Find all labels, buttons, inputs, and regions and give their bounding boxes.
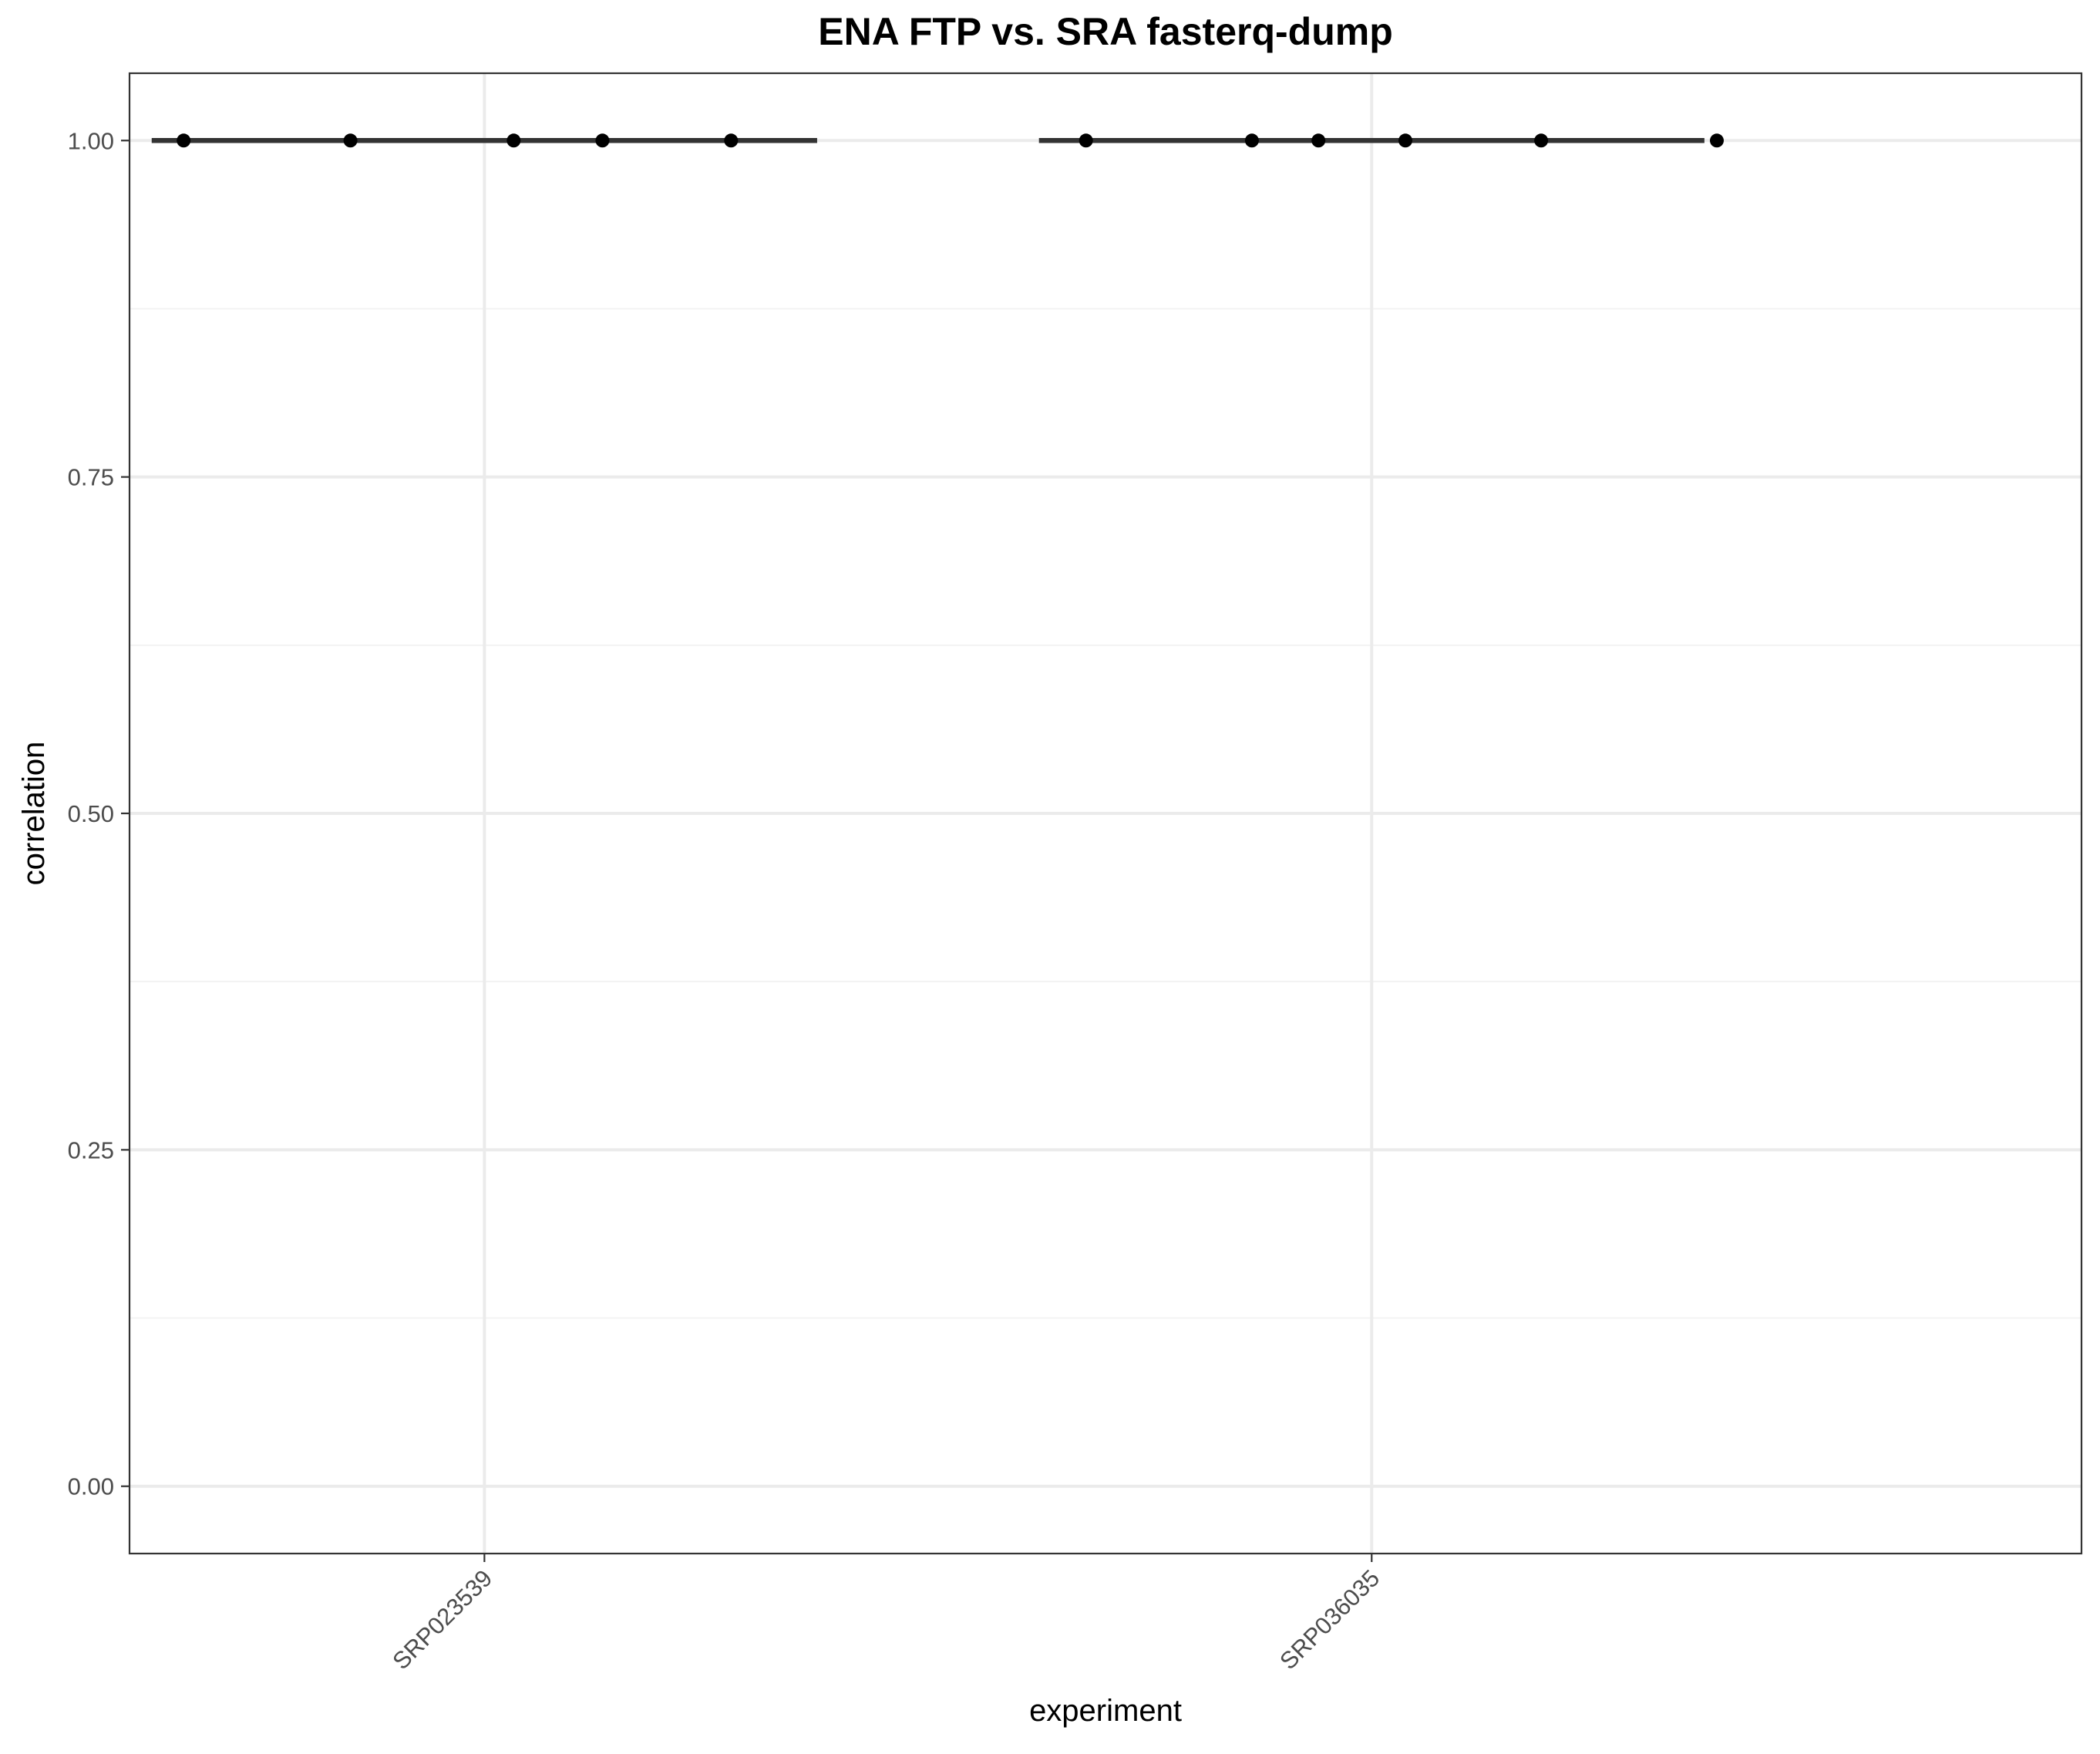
chart-title: ENA FTP vs. SRA fasterq-dump [818,10,1392,53]
y-tick-label: 0.00 [68,1473,114,1500]
data-point [1079,133,1093,148]
y-tick-label: 1.00 [68,127,114,154]
data-point [1534,133,1549,148]
data-point [1311,133,1326,148]
data-points [177,133,1724,148]
data-point [1398,133,1413,148]
data-point [1709,133,1724,148]
data-point [177,133,191,148]
data-point [506,133,521,148]
y-tick-label: 0.25 [68,1136,114,1163]
data-point [724,133,739,148]
y-tick-label: 0.75 [68,464,114,491]
data-point [343,133,358,148]
x-axis-title: experiment [1029,1694,1182,1728]
y-axis-title: correlation [17,742,51,886]
y-tick-label: 0.50 [68,800,114,827]
data-point [595,133,610,148]
data-point [1244,133,1259,148]
